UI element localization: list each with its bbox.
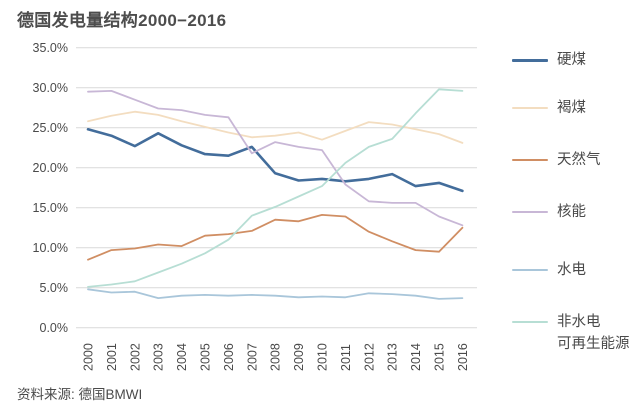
legend-swatch-hard-coal: [512, 59, 548, 62]
x-tick-label: 2001: [105, 343, 119, 371]
y-tick-label: 30.0%: [33, 81, 68, 95]
legend-label-lignite: 褐煤: [557, 97, 586, 119]
series-line-natural-gas: [87, 213, 464, 261]
y-tick-label: 20.0%: [33, 161, 68, 175]
chart-title: 德国发电量结构2000−2016: [17, 11, 227, 30]
y-tick-label: 25.0%: [33, 121, 68, 135]
x-tick-label: 2002: [128, 343, 142, 371]
legend-label-line: 非水电: [557, 314, 601, 330]
x-tick-label: 2014: [409, 343, 423, 371]
legend-label-non-hydro-renewables: 非水电 可再生能源: [557, 311, 630, 355]
series-line-non-hydro-renewables: [87, 88, 464, 288]
series-line-nuclear: [87, 90, 464, 227]
series-line-lignite: [87, 110, 464, 144]
x-tick-label: 2012: [362, 343, 376, 371]
x-tick-label: 2009: [292, 343, 306, 371]
legend-swatch-non-hydro-renewables: [512, 321, 548, 323]
legend-swatch-lignite: [512, 107, 548, 109]
y-tick-label: 15.0%: [33, 201, 68, 215]
x-tick-label: 2016: [456, 343, 470, 371]
x-tick-label: 2003: [152, 343, 166, 371]
y-tick-label: 35.0%: [33, 41, 68, 55]
x-tick-label: 2010: [316, 343, 330, 371]
x-tick-label: 2011: [339, 344, 353, 371]
series-line-hydro: [87, 288, 464, 300]
legend-item-nuclear: 核能: [512, 201, 586, 223]
x-tick-label: 2007: [245, 343, 259, 371]
legend-item-hydro: 水电: [512, 259, 586, 281]
legend-item-non-hydro-renewables: 非水电 可再生能源: [512, 311, 630, 355]
x-tick-label: 2006: [222, 343, 236, 371]
x-tick-label: 2004: [175, 343, 189, 371]
legend-item-lignite: 褐煤: [512, 97, 586, 119]
legend-label-line: 硬煤: [557, 52, 586, 68]
x-tick-label: 2005: [199, 343, 213, 371]
legend-label-line: 褐煤: [557, 100, 586, 116]
y-tick-label: 10.0%: [33, 241, 68, 255]
y-tick-label: 0.0%: [40, 321, 69, 335]
legend-item-natural-gas: 天然气: [512, 149, 601, 171]
series-line-hard-coal: [86, 128, 464, 193]
legend-swatch-hydro: [512, 269, 548, 271]
x-tick-label: 2013: [386, 343, 400, 371]
x-tick-label: 2000: [82, 343, 96, 371]
y-tick-label: 5.0%: [40, 281, 69, 295]
x-tick-label: 2015: [433, 343, 447, 371]
legend-label-line: 可再生能源: [557, 336, 630, 352]
legend-swatch-natural-gas: [512, 159, 548, 161]
legend-label-line: 水电: [557, 262, 586, 278]
legend-label-line: 天然气: [557, 152, 601, 168]
legend-label-hard-coal: 硬煤: [557, 49, 586, 71]
legend-label-natural-gas: 天然气: [557, 149, 601, 171]
legend-label-nuclear: 核能: [557, 201, 586, 223]
source-note: 资料来源: 德国BMWI: [17, 387, 143, 402]
legend-label-line: 核能: [557, 204, 586, 220]
legend-label-hydro: 水电: [557, 259, 586, 281]
legend-swatch-nuclear: [512, 211, 548, 213]
x-tick-label: 2008: [269, 343, 283, 371]
legend-item-hard-coal: 硬煤: [512, 49, 586, 71]
